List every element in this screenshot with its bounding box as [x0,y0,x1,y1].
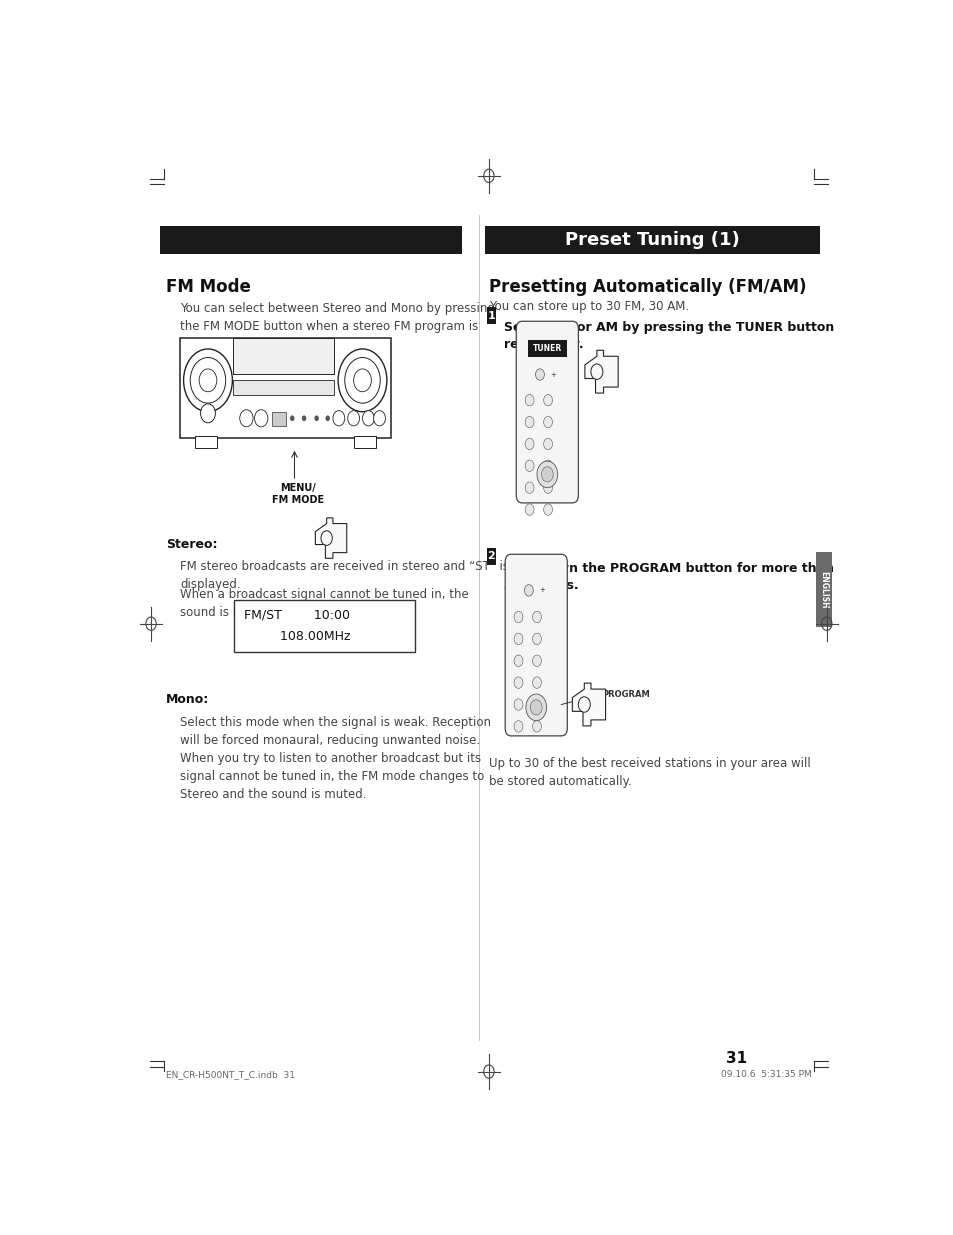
Circle shape [333,411,344,426]
Circle shape [347,411,359,426]
Text: Select FM or AM by pressing the TUNER button
repeatedly.: Select FM or AM by pressing the TUNER bu… [503,321,833,351]
Polygon shape [584,351,618,393]
Circle shape [524,416,534,427]
Circle shape [524,482,534,494]
Circle shape [532,699,541,710]
Circle shape [290,415,294,421]
Circle shape [514,634,522,645]
Text: Select this mode when the signal is weak. Reception
will be forced monaural, red: Select this mode when the signal is weak… [180,716,491,802]
Text: Mono:: Mono: [166,693,209,706]
Text: 09.10.6  5:31:35 PM: 09.10.6 5:31:35 PM [720,1070,811,1079]
Polygon shape [315,517,346,558]
FancyBboxPatch shape [486,308,495,324]
Text: EN_CR-H500NT_T_C.indb  31: EN_CR-H500NT_T_C.indb 31 [166,1070,294,1079]
FancyBboxPatch shape [528,341,566,357]
Circle shape [183,350,233,411]
Text: FM Mode: FM Mode [166,278,251,296]
Text: When a broadcast signal cannot be tuned in, the
sound is muted.: When a broadcast signal cannot be tuned … [180,589,468,620]
Text: FM/ST        10:00: FM/ST 10:00 [244,609,350,621]
Text: +: + [550,372,556,378]
FancyBboxPatch shape [485,226,820,254]
Text: FM stereo broadcasts are received in stereo and “ST” is
displayed.: FM stereo broadcasts are received in ste… [180,559,508,592]
FancyBboxPatch shape [486,547,495,564]
Circle shape [514,677,522,688]
Circle shape [254,410,268,427]
Circle shape [590,364,602,379]
Circle shape [543,482,552,494]
Circle shape [524,394,534,406]
Circle shape [543,394,552,406]
Text: 108.00MHz: 108.00MHz [244,630,351,642]
Text: +: + [538,588,544,593]
Circle shape [532,655,541,667]
Text: 31: 31 [725,1051,746,1066]
Text: PROGRAM: PROGRAM [601,690,649,699]
FancyBboxPatch shape [180,338,390,438]
Circle shape [535,369,544,380]
Circle shape [543,461,552,472]
FancyBboxPatch shape [233,338,335,374]
Circle shape [200,404,215,422]
Circle shape [537,461,558,488]
Circle shape [541,467,553,482]
Circle shape [532,634,541,645]
Circle shape [514,611,522,622]
Circle shape [524,584,533,597]
Text: 1: 1 [487,310,495,321]
Circle shape [532,677,541,688]
Circle shape [532,611,541,622]
Circle shape [530,700,541,715]
Circle shape [524,438,534,450]
FancyBboxPatch shape [160,226,461,254]
FancyBboxPatch shape [194,436,216,448]
Circle shape [525,694,546,721]
FancyBboxPatch shape [233,380,335,395]
Text: Up to 30 of the best received stations in your area will
be stored automatically: Up to 30 of the best received stations i… [488,757,810,788]
Circle shape [374,411,385,426]
Circle shape [524,504,534,515]
Text: Hold down the PROGRAM button for more than
3 seconds.: Hold down the PROGRAM button for more th… [503,562,833,592]
Circle shape [543,438,552,450]
Circle shape [524,461,534,472]
Text: Stereo:: Stereo: [166,538,217,551]
Circle shape [344,357,380,403]
Text: Preset Tuning (1): Preset Tuning (1) [565,231,740,249]
Text: Presetting Automatically (FM/AM): Presetting Automatically (FM/AM) [488,278,805,296]
Circle shape [325,415,330,421]
FancyBboxPatch shape [516,321,578,503]
Text: You can store up to 30 FM, 30 AM.: You can store up to 30 FM, 30 AM. [488,300,688,314]
Circle shape [354,369,371,391]
Circle shape [514,699,522,710]
FancyBboxPatch shape [354,436,375,448]
Text: TUNER: TUNER [532,345,561,353]
Circle shape [543,504,552,515]
Circle shape [578,697,590,713]
Circle shape [337,350,387,411]
Circle shape [514,721,522,732]
Text: ENGLISH: ENGLISH [819,571,827,609]
Polygon shape [572,683,605,726]
Circle shape [190,357,226,403]
Circle shape [514,655,522,667]
Text: 2: 2 [487,551,495,561]
Circle shape [301,415,306,421]
Circle shape [362,411,374,426]
FancyBboxPatch shape [505,555,567,736]
Circle shape [239,410,253,427]
Text: MENU/
FM MODE: MENU/ FM MODE [272,483,324,505]
Circle shape [532,721,541,732]
Circle shape [314,415,318,421]
FancyBboxPatch shape [233,600,415,652]
Circle shape [543,416,552,427]
Text: You can select between Stereo and Mono by pressing
the FM MODE button when a ste: You can select between Stereo and Mono b… [180,303,495,351]
Circle shape [199,369,216,391]
FancyBboxPatch shape [272,411,285,426]
Circle shape [320,531,332,546]
FancyBboxPatch shape [815,552,831,626]
